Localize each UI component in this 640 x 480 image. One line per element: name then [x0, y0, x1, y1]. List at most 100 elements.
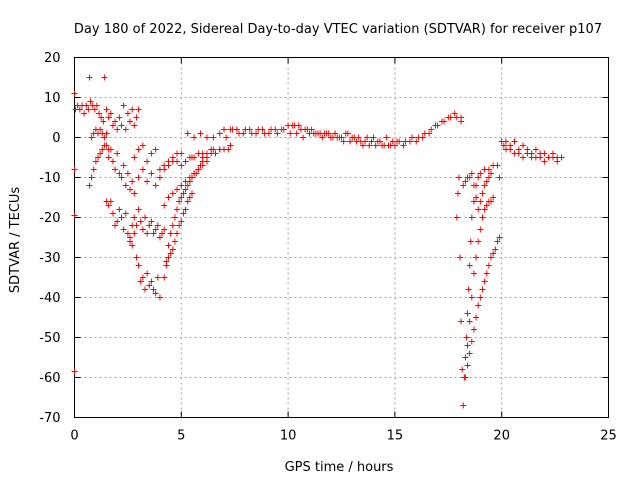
grid [74, 57, 609, 418]
data-point [274, 130, 281, 137]
data-point [105, 202, 112, 209]
data-point [467, 238, 474, 245]
y-tick-label: 10 [44, 91, 61, 106]
data-point [488, 254, 495, 261]
data-point [302, 126, 309, 133]
data-point [135, 174, 142, 181]
data-point [91, 106, 98, 113]
data-point [174, 230, 181, 237]
data-point [191, 134, 198, 141]
data-point [154, 274, 161, 281]
data-point [554, 158, 561, 165]
data-point [171, 214, 178, 221]
data-point [88, 174, 95, 181]
data-point [462, 374, 469, 381]
data-point [120, 162, 127, 169]
data-point [131, 122, 138, 129]
data-point [300, 134, 307, 141]
series-i [88, 126, 110, 141]
y-axis-label: SDTVAR / TECUs [8, 187, 23, 294]
data-point [144, 178, 151, 185]
data-point [488, 198, 495, 205]
data-point [370, 134, 377, 141]
data-point [391, 142, 398, 149]
data-point [379, 142, 386, 149]
data-point [182, 206, 189, 213]
data-point [308, 126, 315, 133]
data-point [210, 134, 217, 141]
data-point [347, 138, 354, 145]
data-point [477, 226, 484, 233]
data-point [124, 230, 131, 237]
x-tick-label: 20 [493, 429, 510, 444]
data-point [488, 170, 495, 177]
data-point [122, 210, 129, 217]
data-point [105, 114, 112, 121]
data-point [141, 214, 148, 221]
data-point [96, 110, 103, 117]
series-z [460, 170, 495, 213]
data-point [156, 174, 163, 181]
data-point [129, 106, 136, 113]
data-point [462, 354, 469, 361]
data-point [103, 130, 110, 137]
y-tick-label: -10 [39, 171, 60, 186]
data-point [112, 166, 119, 173]
data-point [144, 158, 151, 165]
data-point [477, 198, 484, 205]
data-point [165, 254, 172, 261]
data-point [180, 190, 187, 197]
data-point [176, 198, 183, 205]
data-point [455, 174, 462, 181]
data-point [195, 150, 202, 157]
data-point [100, 118, 107, 125]
data-point [464, 342, 471, 349]
data-point [451, 110, 458, 117]
data-point [124, 170, 131, 177]
data-point [135, 146, 142, 153]
data-point [163, 262, 170, 269]
data-point [178, 182, 185, 189]
data-point [171, 238, 178, 245]
series-e [74, 98, 107, 125]
x-axis-label: GPS time / hours [285, 460, 394, 475]
data-point [293, 130, 300, 137]
data-point [483, 178, 490, 185]
data-point [161, 202, 168, 209]
data-point [139, 274, 146, 281]
data-point [98, 114, 105, 121]
data-point [137, 218, 144, 225]
series-m [127, 230, 163, 301]
data-point [150, 286, 157, 293]
data-point [458, 318, 465, 325]
data-point [426, 130, 433, 137]
data-point [169, 222, 176, 229]
series-o [131, 142, 234, 173]
data-point [86, 182, 93, 189]
data-point [178, 194, 185, 201]
data-point [475, 238, 482, 245]
data-point [105, 154, 112, 161]
data-point [479, 190, 486, 197]
data-point [483, 270, 490, 277]
data-point [174, 186, 181, 193]
series-g [101, 74, 108, 81]
data-point [178, 218, 185, 225]
data-point [453, 214, 460, 221]
data-point [558, 154, 565, 161]
data-point [374, 138, 381, 145]
data-point [139, 226, 146, 233]
data-point [186, 174, 193, 181]
data-point [71, 166, 78, 173]
data-point [148, 218, 155, 225]
series-za [496, 138, 565, 181]
data-point [475, 174, 482, 181]
data-point [120, 102, 127, 109]
data-point [101, 74, 108, 81]
data-point [148, 278, 155, 285]
data-point [342, 130, 349, 137]
data-point [466, 262, 473, 269]
data-point [139, 166, 146, 173]
series-s [161, 158, 210, 209]
x-tick-label: 5 [177, 429, 185, 444]
